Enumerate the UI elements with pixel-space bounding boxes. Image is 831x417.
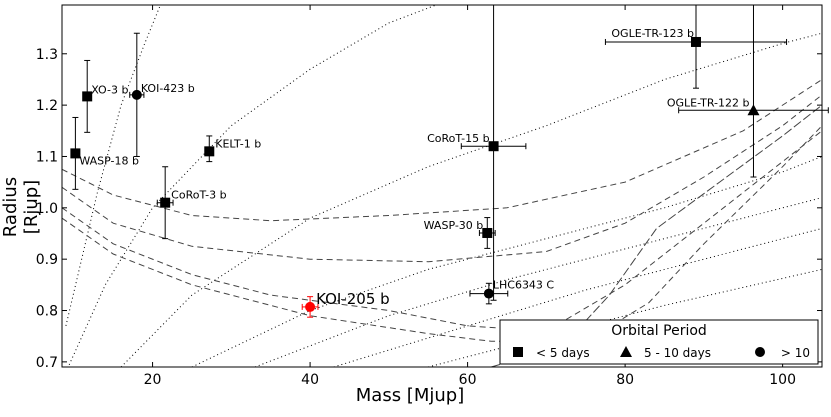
xo-3-b-marker	[82, 91, 93, 102]
dotted-isochrone-2	[120, 32, 822, 367]
dotted-isochrone-4	[254, 197, 822, 367]
ogle-tr-122-b-marker	[747, 104, 760, 116]
x-tick-label: 100	[769, 372, 796, 388]
wasp-18-b-marker	[70, 148, 81, 159]
wasp-30-b-marker	[482, 227, 493, 238]
legend: Orbital Period < 5 days 5 - 10 days > 10	[499, 319, 819, 365]
y-axis-label: Radius [Rjup]	[0, 176, 42, 238]
y-tick-label: 1.0	[36, 201, 58, 217]
dashed-model-curve-1	[62, 94, 822, 263]
xo-3-b-label: XO-3 b	[91, 83, 128, 96]
dashed-model-curve-3	[62, 125, 822, 342]
kelt-1-b-label: KELT-1 b	[215, 137, 261, 150]
y-tick-label: 1.3	[36, 47, 58, 63]
legend-marker-square	[513, 347, 523, 357]
dashed-model-curve-0	[62, 79, 822, 222]
y-tick-label: 1.2	[36, 98, 58, 114]
legend-label: 5 - 10 days	[644, 346, 711, 360]
y-tick-label: 0.9	[36, 252, 58, 268]
corot-15-b-label: CoRoT-15 b	[427, 132, 489, 145]
legend-box	[499, 319, 819, 365]
dotted-isochrone-1	[67, 5, 437, 367]
lhc6343-c-marker	[483, 288, 494, 299]
legend-marker-triangle	[620, 346, 632, 357]
lhc6343-c-label: LHC6343 C	[493, 279, 555, 292]
legend-marker-circle	[755, 347, 765, 357]
koi-205-b-label: KOI-205 b	[316, 290, 390, 308]
corot-3-b-marker	[160, 197, 171, 208]
plot-area-frame	[61, 4, 823, 368]
legend-title: Orbital Period	[611, 323, 707, 339]
y-tick-label: 0.8	[36, 304, 58, 320]
x-tick-label: 80	[616, 372, 634, 388]
y-tick-label: 0.7	[36, 355, 58, 371]
x-tick-label: 20	[144, 372, 162, 388]
x-tick-label: 40	[301, 372, 319, 388]
wasp-18-b-label: WASP-18 b	[79, 154, 139, 167]
corot-15-b-marker	[488, 141, 499, 152]
koi-423-b-label: KOI-423 b	[141, 82, 195, 95]
koi-423-b-marker	[131, 89, 142, 100]
kelt-1-b-marker	[204, 146, 215, 157]
dashed-model-curve-2	[62, 130, 822, 332]
y-tick-label: 1.1	[36, 149, 58, 165]
legend-label: < 5 days	[536, 346, 590, 360]
koi-205-b-marker	[305, 301, 316, 312]
corot-3-b-label: CoRoT-3 b	[171, 189, 226, 202]
ogle-tr-123-b-marker	[690, 36, 701, 47]
x-tick-label: 60	[459, 372, 477, 388]
legend-label: > 10	[781, 346, 810, 360]
ogle-tr-122-b-label: OGLE-TR-122 b	[667, 96, 750, 109]
dotted-isochrone-6	[428, 268, 822, 367]
x-axis-label: Mass [Mjup]	[355, 385, 465, 406]
ogle-tr-123-b-label: OGLE-TR-123 b	[611, 27, 694, 40]
wasp-30-b-label: WASP-30 b	[424, 219, 484, 232]
